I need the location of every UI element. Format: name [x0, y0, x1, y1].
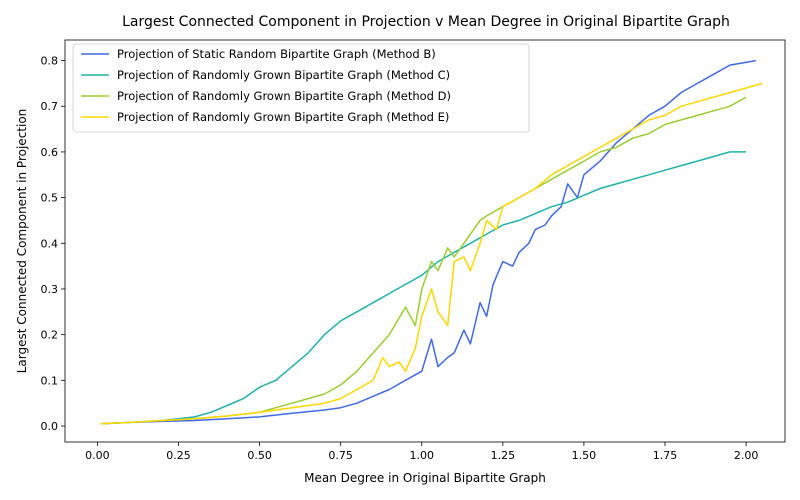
series-line-2 [100, 96, 747, 425]
y-tick-label: 0.3 [41, 283, 59, 296]
y-axis-label: Largest Connected Component in Projectio… [15, 109, 29, 374]
y-tick-label: 0.2 [41, 329, 59, 342]
x-tick-label: 0.50 [247, 449, 272, 462]
x-tick-label: 0.75 [328, 449, 353, 462]
series-layer [100, 59, 763, 425]
y-tick-label: 0.1 [41, 374, 59, 387]
x-tick-label: 2.00 [734, 449, 759, 462]
legend-box [72, 43, 530, 133]
legend-entry-1: Projection of Randomly Grown Bipartite G… [117, 68, 450, 82]
legend-entry-3: Projection of Randomly Grown Bipartite G… [117, 110, 449, 124]
x-tick-label: 0.25 [166, 449, 191, 462]
x-tick-label: 1.75 [653, 449, 678, 462]
y-tick-label: 0.5 [41, 192, 59, 205]
x-tick-label: 1.50 [572, 449, 597, 462]
chart-title: Largest Connected Component in Projectio… [122, 14, 730, 30]
legend-entry-0: Projection of Static Random Bipartite Gr… [117, 47, 436, 61]
x-tick-label: 1.00 [410, 449, 435, 462]
legend: Projection of Static Random Bipartite Gr… [72, 43, 530, 133]
series-line-3 [100, 82, 763, 425]
y-tick-label: 0.6 [41, 146, 59, 159]
x-tick-label: 1.25 [491, 449, 516, 462]
x-axis-label: Mean Degree in Original Bipartite Graph [304, 471, 546, 485]
y-tick-label: 0.8 [41, 55, 59, 68]
series-line-1 [100, 151, 747, 425]
x-tick-label: 0.00 [85, 449, 110, 462]
x-axis-ticks: 0.00 0.25 0.50 0.75 1.00 1.25 1.50 1.75 2.00 [85, 442, 758, 462]
y-tick-label: 0.0 [41, 420, 59, 433]
legend-entry-2: Projection of Randomly Grown Bipartite G… [117, 89, 451, 103]
y-tick-label: 0.7 [41, 100, 59, 113]
y-axis-ticks: 0.0 0.1 0.2 0.3 0.4 0.5 0.6 0.7 0.8 [41, 55, 65, 433]
y-tick-label: 0.4 [41, 237, 59, 250]
